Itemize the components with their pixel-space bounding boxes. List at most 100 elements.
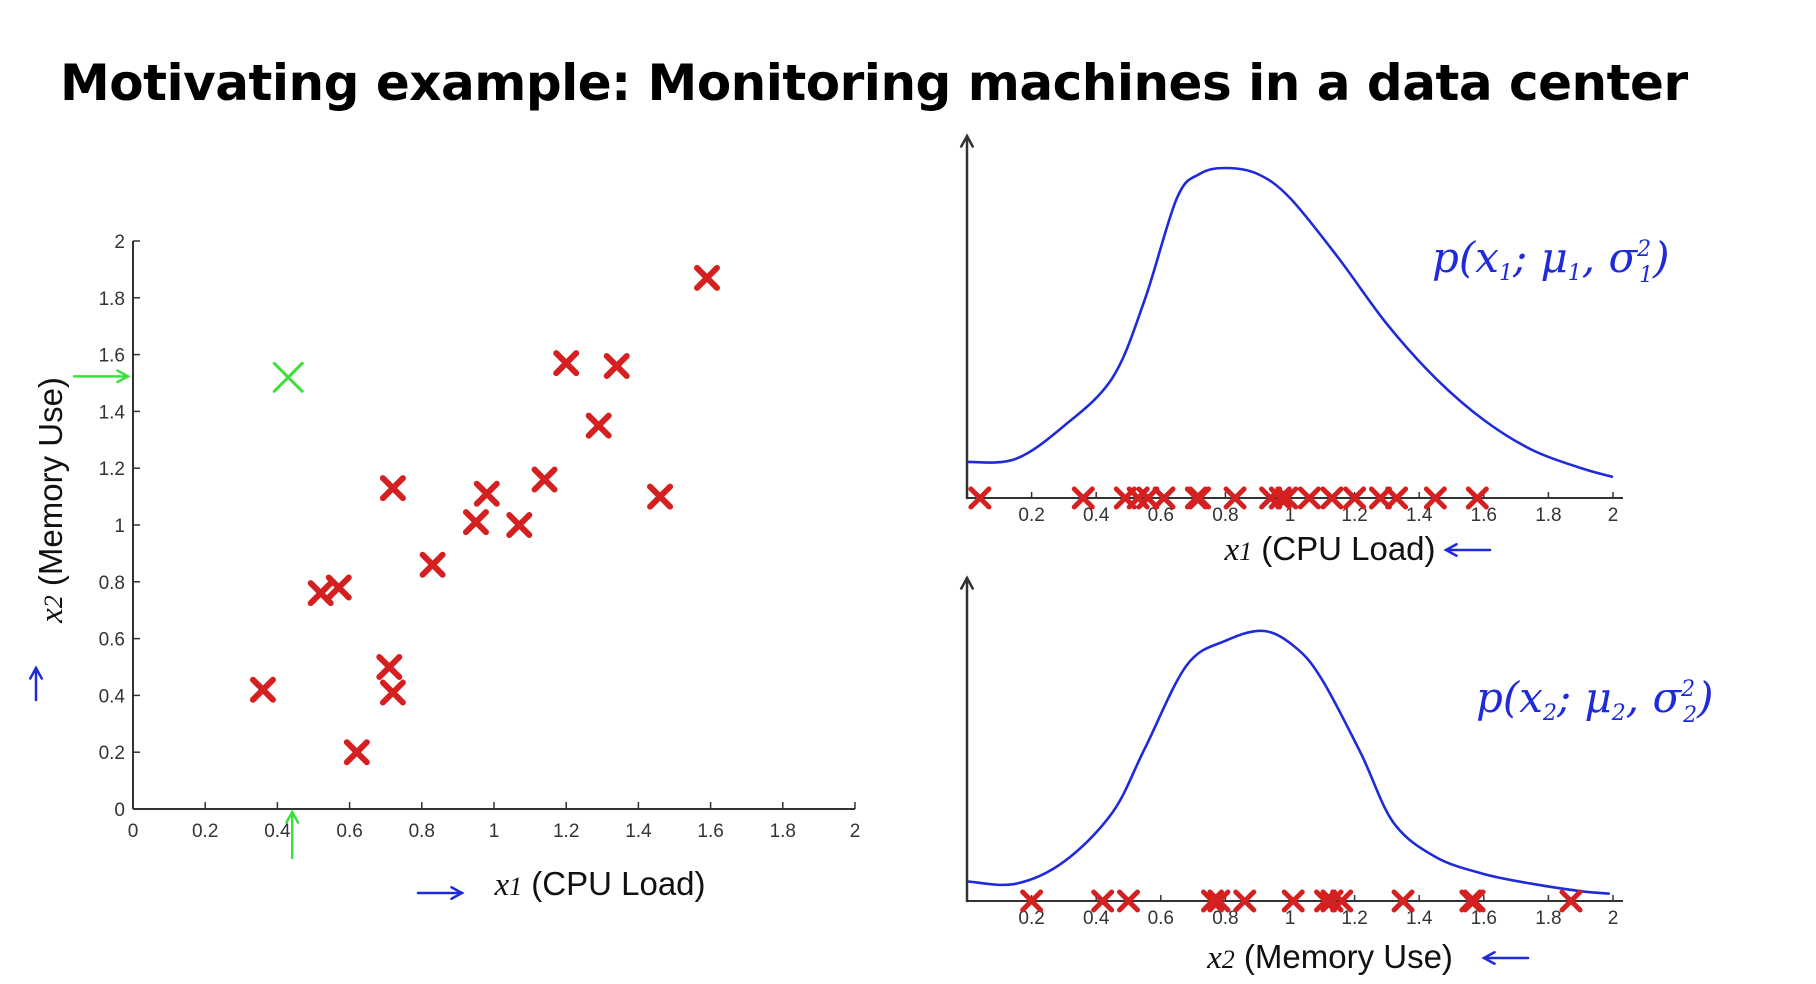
scatter-point-13-stroke-b bbox=[585, 412, 612, 439]
scatter-y-tick-label-1: 0.2 bbox=[99, 743, 125, 764]
density1-x-label: x1 (CPU Load) bbox=[1223, 530, 1435, 568]
scatter-y-tick-label-3: 0.6 bbox=[99, 630, 125, 651]
density1-annotation-close: ) bbox=[1652, 233, 1669, 282]
scatter-y-label-sub: 2 bbox=[39, 595, 68, 608]
scatter-x-label: x1 (CPU Load) bbox=[493, 865, 705, 903]
density2-x-tick-label-7: 1.6 bbox=[1471, 908, 1497, 929]
density2-mark-4 bbox=[1207, 889, 1231, 913]
density2-annotation-base: p(x bbox=[1476, 673, 1543, 722]
density2-x-tick-label-9: 2 bbox=[1608, 908, 1619, 929]
scatter-point-8 bbox=[462, 509, 489, 536]
scatter-y-tick-label-5: 1 bbox=[114, 516, 125, 537]
density1-x-tick-label-7: 1.6 bbox=[1471, 505, 1497, 526]
density2-mark-4-stroke-b bbox=[1207, 889, 1231, 913]
scatter-point-11 bbox=[531, 466, 558, 493]
density1-mark-10-stroke-b bbox=[1268, 486, 1292, 510]
scatter-y-tick-label-8: 1.6 bbox=[99, 346, 125, 367]
scatter-y-tick-label-4: 0.8 bbox=[99, 573, 125, 594]
scatter-point-10-stroke-b bbox=[506, 512, 533, 538]
scatter-point-15 bbox=[647, 483, 674, 510]
scatter-point-0 bbox=[249, 676, 276, 703]
density2-mark-7 bbox=[1314, 889, 1338, 913]
density2-x-label-text: (Memory Use) bbox=[1235, 938, 1453, 975]
density2-mark-2 bbox=[1117, 889, 1140, 913]
density2-x-label-arrow bbox=[1481, 950, 1530, 966]
density1-mark-8-stroke-b bbox=[1223, 486, 1247, 510]
density1-x-label-text: (CPU Load) bbox=[1252, 530, 1435, 567]
density2-mark-5 bbox=[1233, 889, 1257, 913]
scatter-x-tick-label-4: 0.8 bbox=[409, 821, 435, 842]
anomaly-x-arrow-head bbox=[285, 809, 300, 824]
density2-x-tick-label-3: 0.8 bbox=[1212, 908, 1238, 929]
scatter-x-label-text: (CPU Load) bbox=[522, 865, 705, 902]
scatter-x-label-arrow-head bbox=[450, 885, 465, 901]
density2-x-tick-label-0: 0.2 bbox=[1018, 908, 1044, 929]
density1-mark-5-stroke-b bbox=[1152, 486, 1176, 510]
scatter-point-3-stroke-b bbox=[343, 739, 370, 766]
density1-mark-16 bbox=[1385, 486, 1409, 510]
density1-annotation-sub3: 1 bbox=[1639, 263, 1653, 288]
density2-x-label-var: x bbox=[1206, 940, 1222, 976]
density1-mark-1 bbox=[1071, 486, 1095, 510]
scatter-x-label-var: x bbox=[493, 867, 509, 903]
scatter-y-tick-label-9: 1.8 bbox=[99, 289, 125, 310]
density2-mark-3 bbox=[1200, 889, 1224, 913]
density2-mark-12-stroke-b bbox=[1462, 889, 1486, 913]
density2-mark-10-stroke-b bbox=[1391, 889, 1415, 913]
density2-x-label-sub: 2 bbox=[1222, 945, 1235, 974]
scatter-x-label-sub: 1 bbox=[509, 872, 522, 901]
density1-x-label-arrow-head bbox=[1443, 542, 1458, 558]
scatter-point-4-stroke-b bbox=[376, 654, 403, 680]
density1-mark-5 bbox=[1152, 486, 1176, 510]
scatter-y-label-text: (Memory Use) bbox=[32, 377, 69, 595]
scatter-y-tick-label-0: 0 bbox=[114, 800, 125, 821]
scatter-point-2-stroke-b bbox=[325, 574, 352, 601]
scatter-point-10 bbox=[506, 512, 533, 538]
density1-annotation-sub2: 1 bbox=[1568, 261, 1582, 286]
density1-x-tick-label-5: 1.2 bbox=[1341, 505, 1367, 526]
density2-mark-10 bbox=[1391, 889, 1415, 913]
density1-x-tick-label-3: 0.8 bbox=[1212, 505, 1238, 526]
density1-mark-14-stroke-b bbox=[1343, 486, 1367, 510]
scatter-point-12 bbox=[553, 350, 580, 377]
density2-annotation-sup: 2 bbox=[1680, 677, 1695, 702]
scatter-point-2 bbox=[325, 574, 352, 601]
density2-x-tick-label-8: 1.8 bbox=[1535, 908, 1561, 929]
density2-mark-0-stroke-b bbox=[1020, 889, 1044, 913]
density1-x-tick-label-1: 0.4 bbox=[1083, 505, 1110, 526]
density1-mark-12-stroke-b bbox=[1297, 486, 1321, 510]
density2-annotation-end: , σ bbox=[1626, 673, 1683, 722]
density2-annotation-mid: ; μ bbox=[1556, 673, 1612, 722]
density2-mark-13-stroke-b bbox=[1559, 889, 1583, 913]
density1-annotation: p(x1; μ1, σ2 1) bbox=[1432, 233, 1670, 288]
density2-mark-7-stroke-b bbox=[1314, 889, 1338, 913]
density2-x-tick-label-6: 1.4 bbox=[1406, 908, 1433, 929]
density1-x-tick-label-2: 0.6 bbox=[1148, 505, 1174, 526]
density1-x-tick-label-0: 0.2 bbox=[1018, 505, 1044, 526]
scatter-point-16 bbox=[693, 264, 720, 291]
density1-mark-17 bbox=[1423, 486, 1447, 510]
scatter-x-tick-label-0: 0 bbox=[128, 821, 139, 842]
scatter-y-label-arrow bbox=[28, 665, 44, 702]
density1-mark-14 bbox=[1343, 486, 1367, 510]
density2-mark-2-stroke-b bbox=[1117, 889, 1140, 913]
density2-y-axis-head bbox=[959, 575, 975, 590]
slide-title: Motivating example: Monitoring machines … bbox=[60, 54, 1688, 112]
density1-x-tick-label-6: 1.4 bbox=[1406, 505, 1433, 526]
density2-mark-12 bbox=[1462, 889, 1486, 913]
density1-mark-7 bbox=[1188, 486, 1212, 510]
density2-mark-13 bbox=[1559, 889, 1583, 913]
scatter-y-tick-label-7: 1.4 bbox=[99, 402, 126, 423]
scatter-point-0-stroke-b bbox=[249, 676, 276, 703]
scatter-point-15-stroke-b bbox=[647, 483, 674, 510]
scatter-anomaly-point bbox=[272, 361, 304, 393]
anomaly-x-arrow bbox=[285, 809, 300, 860]
density2-annotation-sub3: 2 bbox=[1682, 703, 1697, 728]
density2-x-label: x2 (Memory Use) bbox=[1206, 938, 1453, 976]
scatter-x-label-arrow bbox=[416, 885, 465, 901]
density2-x-tick-label-1: 0.4 bbox=[1083, 908, 1110, 929]
density2-mark-5-stroke-b bbox=[1233, 889, 1257, 913]
density1-y-axis-head bbox=[959, 133, 975, 148]
density1-mark-12 bbox=[1297, 486, 1321, 510]
